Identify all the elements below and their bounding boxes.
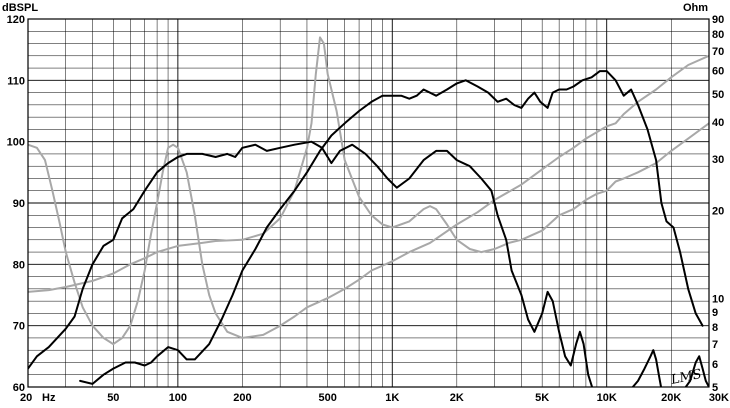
curves <box>28 36 709 387</box>
series-line-dark <box>79 70 704 385</box>
y2-axis-title: Ohm <box>683 2 708 14</box>
series-line-dark <box>631 349 663 387</box>
series-line-dark <box>684 355 709 387</box>
y2-tick-label: 30 <box>712 154 724 166</box>
x-tick-label: 100 <box>169 392 187 404</box>
x-tick-label: 2K <box>450 392 464 404</box>
y2-tick-label: 80 <box>712 29 724 41</box>
y2-tick-label: 10 <box>712 294 724 306</box>
y-axis-title: dBSPL <box>2 2 38 14</box>
y-tick-label: 90 <box>13 198 25 210</box>
y2-tick-label: 90 <box>712 14 724 26</box>
y-tick-label: 70 <box>13 321 25 333</box>
y2-tick-label: 40 <box>712 117 724 129</box>
y-tick-label: 80 <box>13 259 25 271</box>
x-tick-label: 50 <box>107 392 119 404</box>
x-tick-label: 20K <box>661 392 681 404</box>
y2-tick-labels: 5 6 7 8 910 20 30 40 50 60 70 80 90 <box>712 14 724 394</box>
y2-tick-label: 50 <box>712 89 724 101</box>
y-tick-label: 120 <box>7 14 25 26</box>
x-tick-label: 10K <box>597 392 617 404</box>
x-unit-label: Hz <box>42 392 56 404</box>
y-tick-labels: 60 70 80 90 100 110 120 <box>7 14 25 394</box>
y2-tick-label: 8 <box>712 322 718 334</box>
plot-frame <box>27 18 710 388</box>
x-tick-label: 1K <box>385 392 399 404</box>
series-line-gray <box>28 54 709 346</box>
y2-tick-label: 9 <box>712 307 718 319</box>
signature-logo: LMS <box>669 367 703 388</box>
x-tick-label: 500 <box>319 392 337 404</box>
grid <box>27 18 710 388</box>
x-tick-label: 5K <box>535 392 549 404</box>
x-tick-label: 200 <box>233 392 251 404</box>
y-tick-label: 110 <box>7 75 25 87</box>
y2-tick-label: 7 <box>712 339 718 351</box>
y2-tick-label: 5 <box>712 382 718 394</box>
x-tick-labels: 20 50 100 200 500 1K 2K 5K 10K 20K 30K <box>20 392 729 404</box>
y2-tick-label: 6 <box>712 359 718 371</box>
y2-tick-label: 60 <box>712 66 724 78</box>
y-tick-label: 100 <box>7 137 25 149</box>
y2-tick-label: 20 <box>712 205 724 217</box>
x-tick-label: 20 <box>20 392 32 404</box>
series-line-gray <box>28 36 709 293</box>
series-line-dark <box>28 140 594 387</box>
y-tick-label: 60 <box>13 382 25 394</box>
y2-tick-label: 70 <box>712 46 724 58</box>
x-tick-label: 30K <box>709 392 729 404</box>
